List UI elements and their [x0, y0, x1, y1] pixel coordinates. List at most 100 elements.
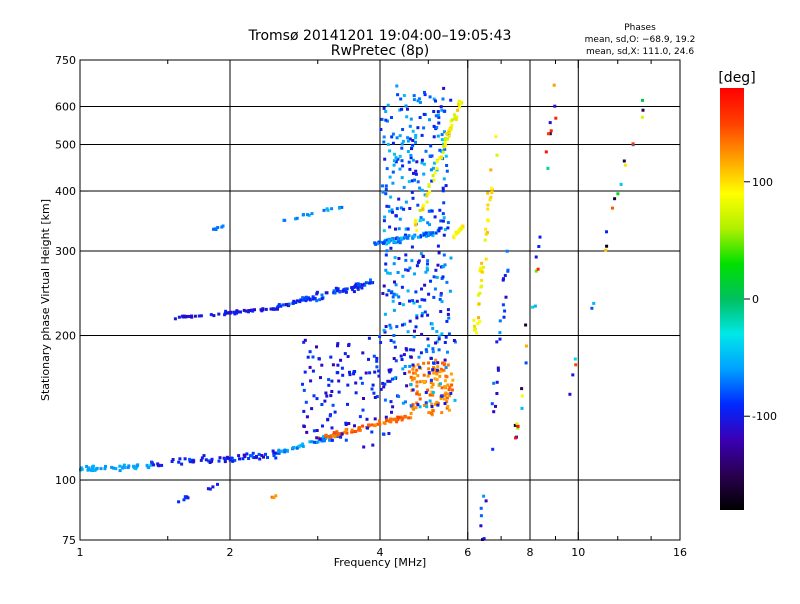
echo-point — [476, 322, 480, 326]
echo-point — [307, 213, 311, 217]
echo-point — [399, 416, 403, 420]
echo-point — [442, 393, 446, 397]
gridlines — [80, 60, 680, 540]
echo-point — [454, 118, 458, 122]
echo-point — [446, 350, 449, 354]
echo-point — [417, 355, 421, 359]
echo-point — [357, 428, 361, 432]
echo-point — [408, 207, 412, 210]
echo-point — [442, 397, 446, 401]
echo-point — [313, 296, 317, 300]
echo-point — [400, 418, 404, 422]
echo-point — [484, 499, 488, 503]
echo-point — [446, 404, 450, 408]
echo-point — [414, 218, 418, 222]
echo-point — [397, 227, 401, 231]
echo-point — [295, 299, 299, 303]
echo-point — [431, 382, 435, 386]
echo-point — [431, 347, 435, 351]
echo-point — [212, 314, 216, 318]
echo-point — [492, 410, 496, 414]
echo-point — [223, 460, 227, 464]
echo-point — [443, 144, 447, 147]
echo-point — [452, 236, 456, 240]
echo-point — [489, 168, 493, 172]
echo-point — [631, 142, 635, 146]
echo-point — [353, 424, 356, 428]
echo-point — [302, 409, 306, 413]
echo-point — [484, 232, 488, 236]
echo-point — [361, 351, 365, 355]
echo-point — [379, 387, 383, 391]
echo-point — [447, 316, 451, 320]
echo-point — [315, 345, 318, 349]
echo-point — [378, 422, 382, 426]
echo-point — [397, 240, 400, 244]
echo-point — [264, 307, 268, 311]
echo-point — [392, 357, 396, 360]
echo-point — [360, 286, 364, 290]
echo-point — [424, 348, 428, 352]
echo-point — [411, 406, 415, 410]
echo-point — [382, 241, 385, 245]
echo-point — [283, 450, 287, 454]
echo-point — [383, 330, 387, 334]
echo-point — [85, 465, 89, 468]
echo-point — [437, 121, 441, 125]
echo-point — [123, 466, 127, 469]
echo-point — [641, 98, 644, 102]
echo-point — [336, 363, 340, 367]
echo-point — [449, 372, 453, 376]
echo-point — [415, 229, 419, 233]
echo-point — [362, 445, 366, 449]
echo-point — [241, 457, 245, 461]
echo-point — [91, 468, 95, 472]
echo-point — [339, 435, 343, 439]
echo-point — [407, 180, 411, 184]
echo-point — [417, 259, 421, 263]
echo-point — [404, 258, 408, 262]
echo-point — [445, 319, 449, 323]
echo-point — [323, 399, 327, 403]
echo-point — [331, 403, 335, 407]
echo-point — [475, 331, 479, 335]
echo-point — [424, 149, 428, 153]
echo-point — [442, 368, 446, 372]
echo-point — [297, 444, 301, 448]
echo-point — [301, 444, 305, 448]
echo-point — [424, 270, 428, 274]
echo-point — [524, 344, 528, 348]
chart-title: Tromsø 20141201 19:04:00–19:05:43 — [248, 28, 512, 44]
echo-point — [422, 361, 426, 365]
echo-point — [443, 141, 447, 145]
echo-point — [387, 239, 391, 243]
echo-point — [427, 344, 431, 348]
echo-point — [410, 245, 414, 249]
echo-point — [147, 466, 151, 470]
echo-point — [411, 367, 415, 371]
echo-point — [338, 290, 342, 294]
echo-point — [393, 345, 397, 349]
echo-point — [177, 460, 181, 464]
echo-point — [445, 375, 449, 379]
echo-point — [449, 98, 453, 102]
echo-point — [193, 314, 197, 318]
echo-point — [197, 314, 201, 318]
echo-point — [104, 464, 107, 468]
echo-point — [520, 394, 524, 398]
echo-point — [446, 131, 450, 135]
echo-point — [366, 426, 369, 430]
echo-point — [382, 421, 386, 425]
echo-point — [435, 368, 439, 372]
echo-point — [515, 422, 519, 426]
echo-point — [397, 295, 401, 299]
echo-point — [409, 416, 413, 420]
echo-point — [574, 363, 578, 367]
echo-point — [323, 439, 326, 443]
echo-point — [619, 182, 623, 186]
echo-point — [400, 236, 403, 240]
echo-point — [552, 83, 556, 87]
echo-point — [272, 452, 276, 456]
echo-point — [424, 234, 428, 238]
echo-point — [401, 128, 405, 131]
